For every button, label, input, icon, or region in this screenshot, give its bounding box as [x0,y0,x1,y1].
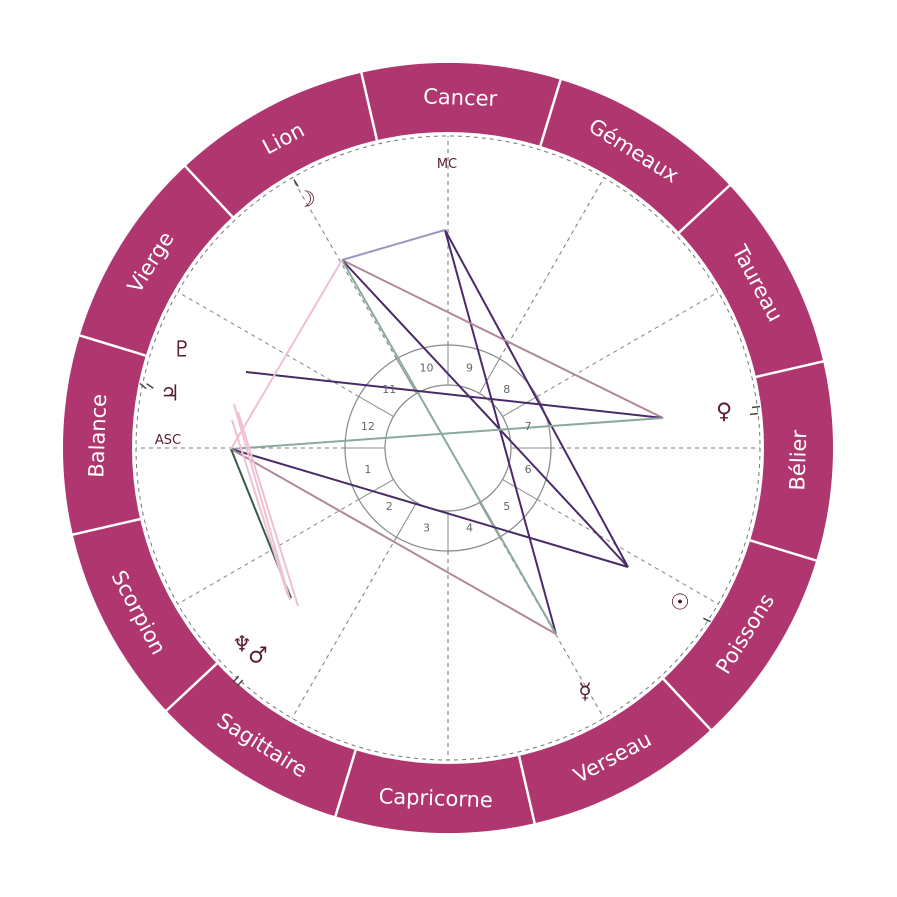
inner-circles [344,344,552,552]
sign-divider [183,164,235,219]
moon-icon: ☽ [296,188,316,213]
labels: MC ASC [155,157,457,448]
house-tick [396,358,417,394]
planet-glyphs: ☽ ♇ ♃ ♀ ☉ ☿ ♆♂ [160,188,732,705]
sign-divider [359,71,379,142]
house-tick [358,479,394,500]
house-number-11: 11 [382,383,396,396]
planet-tick [293,179,299,187]
house-tick [479,358,500,394]
house-tick [396,502,417,538]
planet-tick [232,675,240,683]
sign-divider [71,517,142,537]
planet-tick [703,617,711,623]
house-number-7: 7 [525,420,532,433]
sign-divider [164,661,219,713]
house-cusp-line [536,499,719,605]
house-cusp-line [291,536,397,719]
venus-icon: ♀ [716,400,732,425]
house-number-10: 10 [420,361,434,374]
aspect-line [341,259,664,419]
aspect-line [230,448,629,568]
house-cusp-line [177,291,360,397]
jupiter-uranus-icon: ♃ [160,382,180,407]
house-cusp-line [177,499,360,605]
sun-icon: ☉ [670,591,690,616]
sign-divider [748,538,818,563]
house-cusp-line [291,177,397,360]
house-number-5: 5 [503,500,510,513]
planet-tick [146,383,154,389]
house-number-3: 3 [423,522,430,535]
aspect-line [341,229,446,261]
aspect-line [233,403,291,601]
mc-label: MC [437,157,457,172]
sign-label-9: Balance [84,393,111,478]
planet-ticks [139,179,761,687]
house-tick [502,396,538,417]
aspect-line [444,229,557,635]
house-cusp-line [536,291,719,397]
sign-divider [538,78,563,148]
house-number-1: 1 [364,463,371,476]
aspect-line [245,371,664,419]
sign-divider [661,677,713,732]
house-number-4: 4 [466,522,473,535]
neptune-icon: ♆ [232,633,252,658]
pluto-icon: ♇ [172,338,192,363]
aspect-lines [230,229,664,635]
sign-divider [754,359,825,379]
mercury-icon: ☿ [578,680,592,705]
house-number-2: 2 [386,500,393,513]
house-number-9: 9 [466,361,473,374]
zodiac-ring [62,62,834,834]
aspect-line [237,411,299,607]
sign-divider [677,183,732,235]
house-cusp-line [499,177,605,360]
house-tick [502,479,538,500]
mars-icon: ♂ [248,644,268,669]
aspect-line [230,417,664,450]
aspect-line [231,419,289,597]
aspect-line [341,259,557,635]
house-division-lines [135,135,761,761]
planet-tick [139,382,147,390]
aspect-line [444,229,629,568]
aspect-line [230,448,557,635]
house-tick [358,396,394,417]
sign-divider [517,754,537,825]
sign-divider [333,748,358,818]
aspect-line [341,259,629,568]
asc-label: ASC [155,433,181,448]
house-number-8: 8 [503,383,510,396]
sign-label-0: Cancer [423,84,498,111]
planet-tick [749,412,759,416]
aspect-line [230,259,343,450]
house-number-12: 12 [361,420,375,433]
house-number-6: 6 [525,463,532,476]
planet-tick [751,405,761,409]
planet-tick [236,679,244,687]
sign-label-3: Bélier [785,429,811,491]
sign-label-6: Capricorne [378,784,493,812]
sign-divider [78,333,148,358]
